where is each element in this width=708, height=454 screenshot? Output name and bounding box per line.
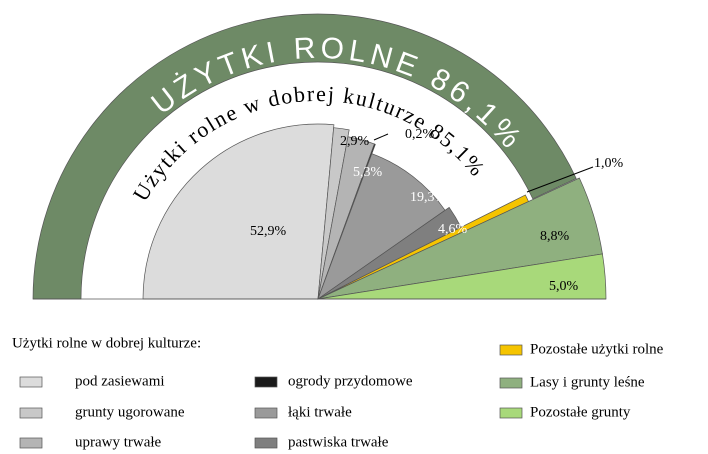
legend-swatch (254, 407, 278, 419)
leader (526, 166, 594, 193)
legend-label: pastwiska trwałe (288, 434, 389, 450)
legend-swatch (499, 407, 523, 419)
legend-label: łąki trwałe (288, 404, 352, 420)
legend-swatch (19, 407, 43, 419)
value-label: 8,8% (540, 229, 570, 244)
legend-swatch (254, 376, 278, 388)
value-label: 5,3% (353, 165, 383, 180)
legend-label: Pozostałe grunty (530, 404, 631, 420)
legend-swatch (499, 344, 523, 356)
legend-label: pod zasiewami (75, 373, 165, 389)
legend-label: Lasy i grunty leśne (530, 374, 645, 390)
legend-swatch (19, 437, 43, 449)
legend-label: uprawy trwałe (75, 434, 162, 450)
legend-swatch (254, 437, 278, 449)
legend-swatch (19, 376, 43, 388)
value-label: 1,0% (594, 156, 624, 171)
slice (317, 153, 446, 300)
value-label: 2,9% (340, 134, 370, 149)
legend-label: grunty ugorowane (75, 404, 185, 420)
legend-title: Użytki rolne w dobrej kulturze: (12, 335, 201, 351)
value-label: 0,2% (405, 127, 435, 142)
legend-label: ogrody przydomowe (288, 373, 413, 389)
slice (142, 123, 335, 300)
legend-swatch (499, 377, 523, 389)
value-label: 19,3% (410, 190, 447, 205)
ring (32, 13, 577, 300)
legend-label: Pozostałe użytki rolne (530, 341, 664, 357)
value-label: 5,0% (549, 279, 579, 294)
value-label: 4,6% (438, 222, 468, 237)
value-label: 52,9% (250, 224, 287, 239)
leader (373, 133, 389, 141)
